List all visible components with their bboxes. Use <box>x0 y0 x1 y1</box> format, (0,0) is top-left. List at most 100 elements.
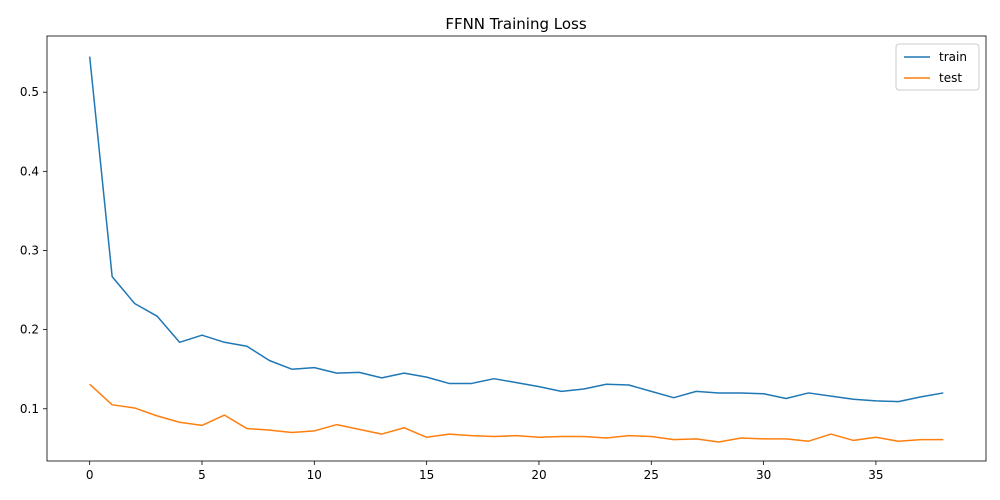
y-axis: 0.1 0.2 0.3 0.4 0.5 <box>20 85 47 416</box>
x-tick-label: 25 <box>644 468 659 482</box>
data-point-test <box>920 438 922 440</box>
data-point-train <box>381 377 383 379</box>
data-point-test <box>650 435 652 437</box>
data-point-train <box>448 382 450 384</box>
data-point-test <box>605 437 607 439</box>
data-point-test <box>403 427 405 429</box>
data-point-test <box>493 435 495 437</box>
y-tick-label: 0.3 <box>20 243 39 257</box>
data-point-test <box>268 429 270 431</box>
x-tick-label: 5 <box>198 468 206 482</box>
y-tick-label: 0.5 <box>20 85 39 99</box>
legend-label-train: train <box>939 50 967 64</box>
data-point-test <box>762 438 764 440</box>
data-point-train <box>515 381 517 383</box>
data-point-train <box>695 390 697 392</box>
data-point-test <box>942 438 944 440</box>
data-point-train <box>313 366 315 368</box>
chart-title: FFNN Training Loss <box>445 15 587 33</box>
data-point-test <box>717 441 719 443</box>
data-point-test <box>381 433 383 435</box>
series-line-test <box>89 383 944 443</box>
data-point-train <box>358 371 360 373</box>
x-tick-label: 15 <box>419 468 434 482</box>
data-point-train <box>650 390 652 392</box>
data-point-test <box>336 423 338 425</box>
x-axis: 0 5 10 15 20 25 30 35 <box>86 461 884 482</box>
data-point-train <box>560 390 562 392</box>
data-point-test <box>111 404 113 406</box>
data-point-train <box>336 372 338 374</box>
data-point-test <box>470 434 472 436</box>
data-point-test <box>448 433 450 435</box>
data-point-train <box>583 388 585 390</box>
data-point-test <box>538 436 540 438</box>
data-point-train <box>178 341 180 343</box>
axes-frame <box>46 35 987 462</box>
data-point-test <box>830 433 832 435</box>
data-point-test <box>156 415 158 417</box>
data-point-train <box>628 384 630 386</box>
data-point-train <box>942 392 944 394</box>
data-point-test <box>583 435 585 437</box>
data-point-test <box>425 436 427 438</box>
data-point-train <box>133 302 135 304</box>
data-point-train <box>762 393 764 395</box>
data-point-test <box>223 414 225 416</box>
data-point-train <box>875 400 877 402</box>
data-point-train <box>807 392 809 394</box>
plot-area <box>88 55 944 443</box>
data-point-train <box>717 392 719 394</box>
data-point-train <box>852 398 854 400</box>
data-point-train <box>740 392 742 394</box>
data-point-test <box>201 424 203 426</box>
data-point-train <box>605 383 607 385</box>
data-point-train <box>291 368 293 370</box>
data-point-train <box>268 359 270 361</box>
data-point-train <box>156 315 158 317</box>
data-point-train <box>111 275 113 277</box>
data-point-test <box>807 440 809 442</box>
data-point-test <box>740 437 742 439</box>
y-tick-label: 0.2 <box>20 323 39 337</box>
y-tick-label: 0.4 <box>20 164 39 178</box>
data-point-test <box>673 438 675 440</box>
data-point-test <box>178 421 180 423</box>
data-point-train <box>470 382 472 384</box>
x-tick-label: 0 <box>86 468 94 482</box>
series-line-train <box>88 56 944 403</box>
data-point-test <box>875 436 877 438</box>
data-point-train <box>88 55 90 57</box>
legend: train test <box>895 43 980 91</box>
data-point-train <box>425 376 427 378</box>
data-point-train <box>920 396 922 398</box>
data-point-train <box>246 345 248 347</box>
data-point-test <box>560 435 562 437</box>
data-point-train <box>785 397 787 399</box>
data-point-train <box>830 395 832 397</box>
data-point-test <box>133 407 135 409</box>
data-point-test <box>313 430 315 432</box>
data-point-test <box>852 439 854 441</box>
data-point-train <box>403 372 405 374</box>
data-point-test <box>291 431 293 433</box>
data-point-test <box>628 434 630 436</box>
data-point-test <box>785 438 787 440</box>
data-point-test <box>897 440 899 442</box>
data-point-train <box>201 334 203 336</box>
data-point-test <box>695 438 697 440</box>
data-point-train <box>493 377 495 379</box>
data-point-test <box>358 428 360 430</box>
data-point-train <box>897 400 899 402</box>
data-point-test <box>515 434 517 436</box>
data-point-test <box>88 383 90 385</box>
legend-label-test: test <box>939 71 962 85</box>
data-point-train <box>673 396 675 398</box>
x-tick-label: 20 <box>531 468 546 482</box>
x-tick-label: 30 <box>756 468 771 482</box>
data-point-train <box>538 385 540 387</box>
y-tick-label: 0.1 <box>20 402 39 416</box>
x-tick-label: 35 <box>868 468 883 482</box>
